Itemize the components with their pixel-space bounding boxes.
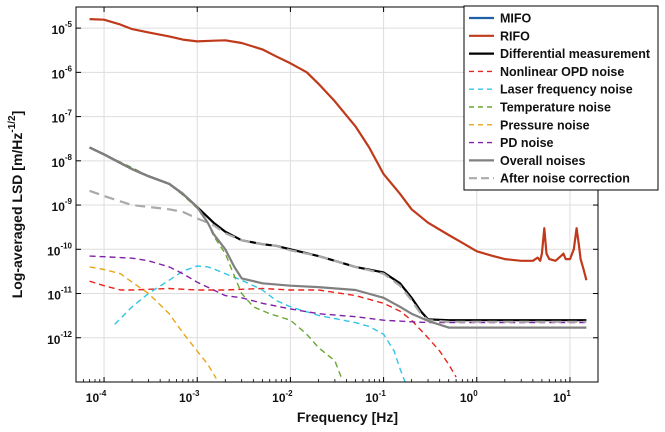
series-line-overall-noises [89, 146, 587, 329]
legend-label: Pressure noise [500, 118, 590, 132]
x-tick-label: 10-4 [86, 389, 107, 405]
series-line-nonlinear-opd-noise [89, 280, 457, 378]
y-tick-label: 10-9 [52, 197, 73, 214]
legend-label: RIFO [500, 29, 530, 43]
y-tick-label: 10-5 [52, 20, 73, 37]
x-tick-label: 10-3 [179, 389, 200, 405]
x-tick-label: 100 [460, 389, 478, 405]
series-line-pressure-noise [89, 266, 217, 379]
legend-label: Overall noises [500, 154, 586, 168]
legend: MIFO RIFO Differential measurement Nonlinea… [463, 5, 659, 191]
series-line-after-noise-correction [89, 189, 587, 323]
series-line-laser-frequency-noise [114, 265, 406, 383]
y-axis-label-main: Log-averaged LSD [m/Hz [9, 133, 25, 299]
plot-frame [75, 6, 599, 383]
series-line-pd-noise [89, 255, 587, 324]
legend-label: After noise correction [500, 172, 630, 186]
axis-ticks: 10-4 10-3 10-2 10-1 100 101 10-12 10-11 10-10 10-… [47, 7, 599, 405]
y-axis-label-close: ] [9, 111, 25, 116]
x-tick-label: 10-1 [365, 389, 386, 405]
y-tick-label: 10-11 [48, 286, 73, 303]
x-tick-label: 10-2 [272, 389, 293, 405]
y-tick-label: 10-8 [52, 153, 73, 170]
series-line-rifo [89, 18, 588, 281]
y-tick-label: 10-7 [52, 109, 73, 126]
series-line-temperature-noise [89, 146, 342, 378]
legend-label: Differential measurement [500, 47, 651, 61]
y-axis-label-exp: -1/2 [7, 115, 18, 133]
y-tick-label: 10-12 [47, 330, 72, 347]
legend-label: Nonlinear OPD noise [500, 65, 624, 79]
legend-label: MIFO [500, 12, 532, 26]
legend-label: Laser frequency noise [500, 83, 633, 97]
series-lines [89, 18, 588, 383]
legend-label: Temperature noise [500, 101, 611, 115]
y-tick-label: 10-6 [52, 64, 73, 81]
x-axis-label: Frequency [Hz] [297, 409, 398, 425]
y-axis-label: Log-averaged LSD [m/Hz-1/2] [7, 111, 25, 299]
legend-label: PD noise [500, 136, 554, 150]
legend-box [463, 5, 659, 191]
x-tick-label: 101 [553, 389, 571, 405]
y-tick-label: 10-10 [47, 241, 72, 258]
